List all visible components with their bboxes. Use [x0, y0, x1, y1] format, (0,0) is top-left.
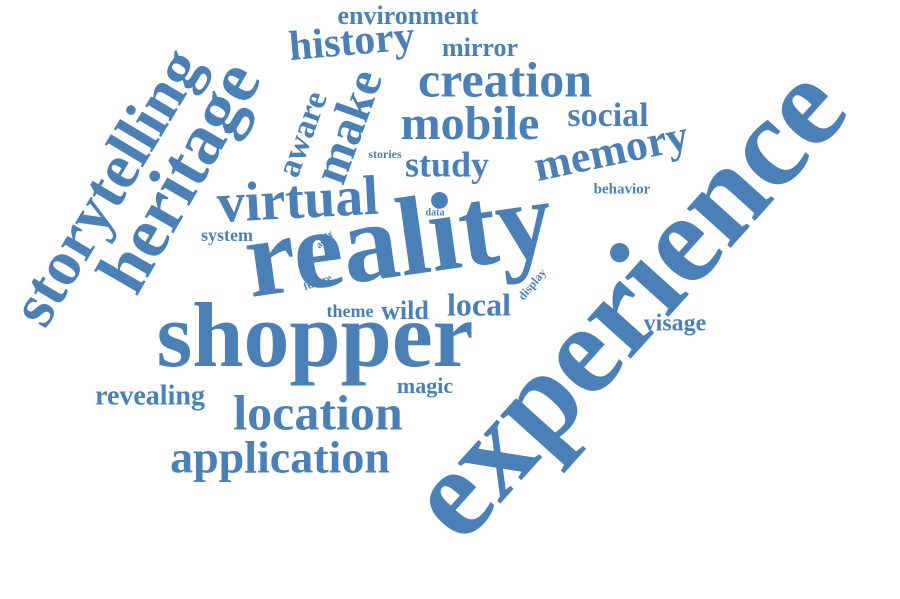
word: behavior: [594, 181, 651, 197]
word: shopper: [157, 284, 474, 386]
word: mirror: [442, 33, 518, 62]
word: visage: [644, 311, 707, 337]
word: environment: [337, 1, 478, 30]
word: data: [426, 207, 445, 218]
word: theme: [327, 301, 374, 321]
word: history: [287, 13, 417, 70]
word: system: [201, 225, 253, 245]
word: mobile: [401, 97, 540, 150]
word: virtual: [215, 165, 380, 235]
word: local: [447, 286, 511, 322]
word: study: [405, 144, 489, 184]
word: social: [567, 97, 648, 134]
word: location: [233, 384, 403, 440]
word: wild: [381, 296, 429, 325]
word: application: [170, 432, 390, 483]
word: revealing: [95, 380, 205, 411]
word: creation: [418, 51, 592, 107]
word: magic: [397, 373, 453, 398]
word: stories: [368, 147, 402, 161]
